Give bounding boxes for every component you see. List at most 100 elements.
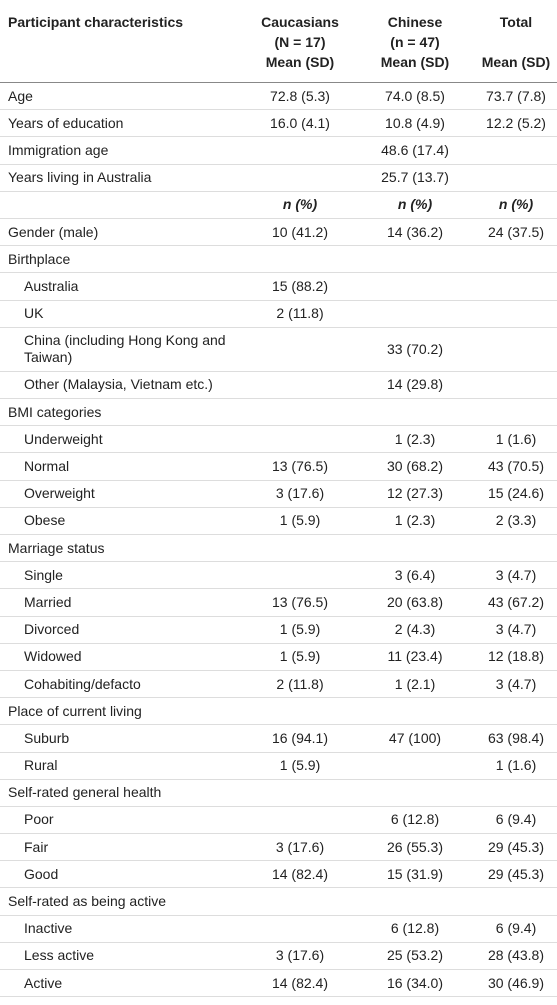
row-label: Normal: [24, 458, 70, 475]
cell: 14 (36.2): [386, 223, 444, 240]
cell: 1 (5.9): [279, 648, 321, 665]
cell: 13 (76.5): [271, 458, 329, 475]
cell: [245, 426, 355, 453]
cell: [475, 164, 557, 191]
cell: 20 (63.8): [386, 593, 444, 610]
table-row: Australia 15 (88.2): [0, 273, 557, 300]
cell: 29 (45.3): [487, 865, 545, 882]
cell: [245, 327, 355, 371]
cell: 12 (27.3): [386, 485, 444, 502]
cell: 72.8 (5.3): [270, 87, 330, 104]
table-row: Inactive 6 (12.8) 6 (9.4): [0, 915, 557, 943]
cell: 13 (76.5): [271, 593, 329, 610]
cell: [355, 698, 475, 725]
table-row: Years living in Australia 25.7 (13.7): [0, 164, 557, 192]
cell: [355, 888, 475, 915]
cell: 74.0 (8.5): [385, 87, 445, 104]
table-row: Normal 13 (76.5) 30 (68.2) 43 (70.5): [0, 453, 557, 481]
table-row: Single 3 (6.4) 3 (4.7): [0, 562, 557, 589]
table-row: Years of education 16.0 (4.1) 10.8 (4.9) 12…: [0, 110, 557, 137]
row-label: Australia: [24, 277, 79, 294]
table-row: Place of current living: [0, 698, 557, 725]
cell: 6 (12.8): [390, 920, 440, 937]
cell: 14 (29.8): [386, 376, 444, 393]
column-header: Caucasians (N = 17) Mean (SD): [245, 0, 355, 83]
cell: 3 (17.6): [275, 947, 325, 964]
table-row: n (%) n (%) n (%): [0, 191, 557, 219]
cell: 25.7 (13.7): [381, 169, 449, 186]
cell: 16 (34.0): [386, 974, 444, 991]
cell: 16.0 (4.1): [270, 114, 330, 131]
table-row: Gender (male) 10 (41.2) 14 (36.2) 24 (37.5): [0, 218, 557, 246]
column-stat: Mean (SD): [265, 54, 335, 70]
cell: 10 (41.2): [271, 223, 329, 240]
column-stat: Mean (SD): [481, 54, 551, 70]
row-label: Birthplace: [8, 250, 71, 267]
cell: 10.8 (4.9): [385, 114, 445, 131]
row-label: Obese: [24, 512, 66, 529]
cell: [475, 300, 557, 327]
cell: [245, 399, 355, 426]
table-row: Rural 1 (5.9) 1 (1.6): [0, 752, 557, 780]
cell: 3 (6.4): [394, 566, 436, 583]
row-label: Years living in Australia: [8, 169, 152, 186]
cell: 1 (2.1): [394, 675, 436, 692]
cell: 43 (67.2): [487, 593, 545, 610]
row-label: Single: [24, 566, 63, 583]
cell: [475, 698, 557, 725]
column-n: (n = 47): [390, 34, 440, 50]
cell: [355, 399, 475, 426]
cell: 73.7 (7.8): [486, 87, 546, 104]
row-label: Overweight: [24, 485, 95, 502]
cell: 6 (9.4): [495, 811, 537, 828]
table-row: Birthplace: [0, 246, 557, 273]
table-row: Underweight 1 (2.3) 1 (1.6): [0, 426, 557, 453]
cell: 2 (3.3): [495, 512, 537, 529]
cell: [475, 246, 557, 273]
cell: 24 (37.5): [487, 223, 545, 240]
row-label: Inactive: [24, 920, 73, 937]
row-label: Gender (male): [8, 223, 99, 240]
table-row: Fair 3 (17.6) 26 (55.3) 29 (45.3): [0, 834, 557, 861]
cell: 2 (11.8): [276, 305, 324, 322]
header-label: Participant characteristics: [8, 14, 184, 30]
cell: 15 (31.9): [386, 865, 444, 882]
cell: [475, 371, 557, 398]
cell: [245, 698, 355, 725]
cell: 11 (23.4): [387, 648, 443, 665]
table-row: Widowed 1 (5.9) 11 (23.4) 12 (18.8): [0, 643, 557, 671]
cell: 1 (5.9): [279, 621, 321, 638]
spacer: [479, 32, 553, 52]
table-row: Self-rated as being active: [0, 888, 557, 916]
row-label: Active: [24, 974, 63, 991]
cell: [355, 779, 475, 806]
cell: 1 (5.9): [279, 757, 321, 774]
row-label: China (including Hong Kong and Taiwan): [24, 332, 226, 366]
cell: 12 (18.8): [487, 648, 545, 665]
cell: 3 (4.7): [495, 566, 537, 583]
cell: [475, 888, 557, 915]
table-body: Age 72.8 (5.3) 74.0 (8.5) 73.7 (7.8) Years o…: [0, 83, 557, 997]
table-row: Age 72.8 (5.3) 74.0 (8.5) 73.7 (7.8): [0, 83, 557, 110]
table-row: Marriage status: [0, 535, 557, 562]
table-row: Other (Malaysia, Vietnam etc.) 14 (29.8): [0, 371, 557, 399]
table-row: UK 2 (11.8): [0, 300, 557, 328]
table-row: Poor 6 (12.8) 6 (9.4): [0, 806, 557, 834]
column-n: (N = 17): [274, 34, 326, 50]
cell: [245, 888, 355, 915]
table-row: China (including Hong Kong and Taiwan) 33…: [0, 327, 557, 372]
row-label: Widowed: [24, 648, 82, 665]
cell: 28 (43.8): [487, 947, 545, 964]
cell: n (%): [282, 196, 318, 213]
cell: 3 (4.7): [495, 621, 537, 638]
cell: 63 (98.4): [487, 729, 545, 746]
column-header: Total Mean (SD): [475, 0, 557, 83]
table-row: Cohabiting/defacto 2 (11.8) 1 (2.1) 3 (4.7): [0, 670, 557, 698]
cell: [245, 137, 355, 164]
cell: [475, 273, 557, 300]
cell: 14 (82.4): [271, 865, 329, 882]
row-label: Self-rated as being active: [8, 893, 166, 910]
row-label: Age: [8, 87, 33, 104]
